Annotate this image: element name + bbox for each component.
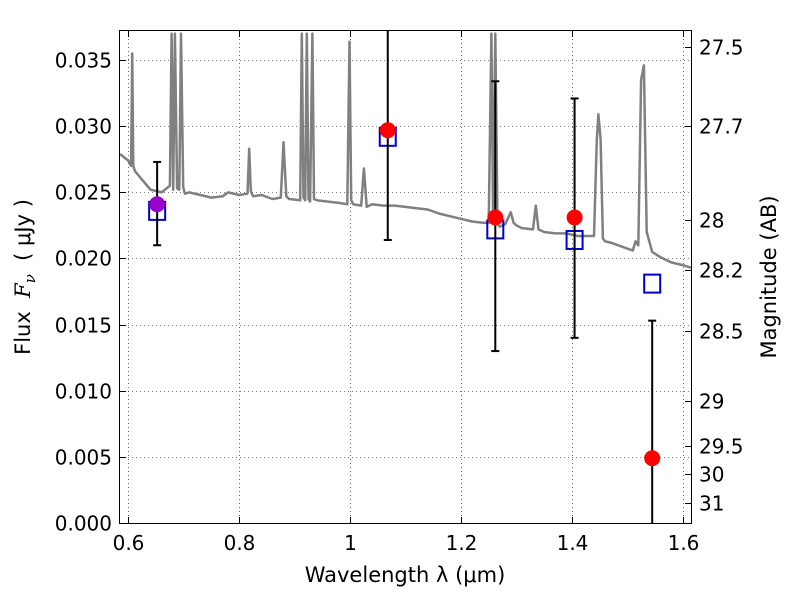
x-tick-label: 0.6 [113, 531, 145, 555]
y2-tick-label: 28 [699, 209, 724, 233]
model-photometry-marker [643, 273, 662, 294]
observed-flux-point [566, 209, 583, 226]
y-axis-label: Flux Fν ( μJy ) [11, 199, 39, 355]
y-tick-label: 0.035 [55, 49, 112, 73]
ticks: 0.6 0.8 1 1.2 1.4 1.6 0.000 0.005 0.010 0.015 0.02… [55, 31, 744, 555]
y2-tick-label: 29.5 [699, 435, 744, 459]
y2-tick-label: 28.5 [699, 320, 744, 344]
y-axis-label-subscript: ν [21, 274, 39, 283]
y-tick-label: 0.030 [55, 115, 112, 139]
axes-frame [119, 30, 692, 524]
spectrum-line [119, 32, 692, 269]
observed-flux-point [487, 209, 504, 226]
y2-tick-label: 30 [699, 463, 724, 487]
y2-axis-label: Magnitude (AB) [757, 195, 781, 358]
y-tick-label: 0.000 [55, 512, 112, 536]
x-tick-label: 1.2 [446, 531, 478, 555]
y-tick-label: 0.020 [55, 247, 112, 271]
observed-flux-point [149, 196, 166, 213]
y-tick-label: 0.025 [55, 181, 112, 205]
y-axis-label-suffix: ( μJy ) [11, 199, 35, 274]
observed-flux-point [379, 122, 396, 139]
y2-tick-label: 29 [699, 390, 724, 414]
y2-tick-label: 31 [699, 492, 724, 516]
x-tick-label: 1.6 [668, 531, 700, 555]
y-tick-label: 0.015 [55, 314, 112, 338]
y2-tick-label: 27.5 [699, 36, 744, 60]
grid [120, 31, 691, 524]
x-tick-label: 1 [344, 531, 357, 555]
observed-flux-point [644, 450, 661, 467]
y-axis-label-symbol: F [11, 282, 35, 299]
x-axis-label: Wavelength λ (μm) [305, 563, 506, 587]
plot-area [119, 31, 692, 523]
y-tick-label: 0.005 [55, 446, 112, 470]
y2-tick-label: 27.7 [699, 115, 744, 139]
y-tick-label: 0.010 [55, 380, 112, 404]
y2-tick-label: 28.2 [699, 259, 744, 283]
x-tick-label: 0.8 [224, 531, 256, 555]
x-tick-label: 1.4 [557, 531, 589, 555]
y-axis-label-prefix: Flux [11, 298, 35, 355]
